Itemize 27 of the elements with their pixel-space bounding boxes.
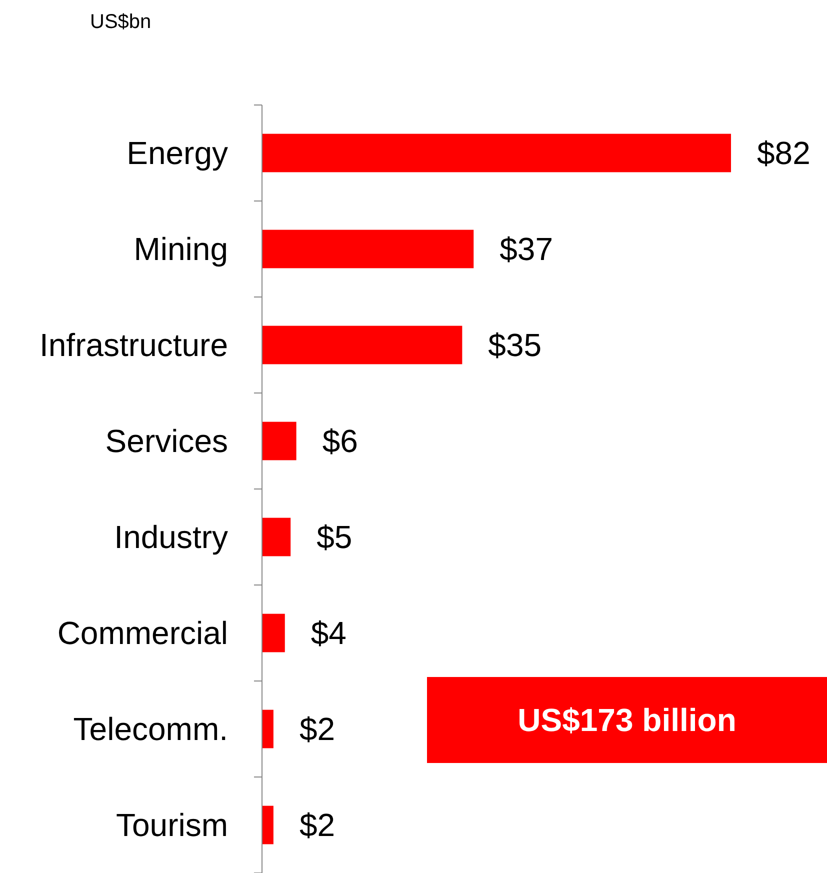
data-label: $2 bbox=[299, 807, 336, 843]
y-tick-label: Energy bbox=[126, 135, 228, 171]
bar bbox=[262, 710, 274, 748]
data-label: $35 bbox=[488, 327, 542, 363]
y-tick-label: Commercial bbox=[57, 615, 228, 651]
y-tick-label: Services bbox=[105, 423, 228, 459]
text: US$bn bbox=[90, 11, 152, 33]
data-label: $82 bbox=[757, 135, 810, 171]
bar bbox=[262, 230, 474, 268]
annotation: US$173 billion bbox=[518, 702, 736, 738]
data-label: $4 bbox=[310, 615, 346, 651]
y-tick-label: Infrastructure bbox=[39, 327, 228, 363]
data-label: $6 bbox=[322, 423, 358, 459]
data-label: $5 bbox=[316, 519, 352, 555]
bar bbox=[262, 422, 296, 460]
data-label: $37 bbox=[500, 231, 554, 267]
data-label: $2 bbox=[299, 711, 336, 747]
bar bbox=[262, 518, 291, 556]
total-callout-box: US$173 billion bbox=[427, 677, 827, 763]
bar bbox=[262, 806, 274, 844]
y-tick-label: Industry bbox=[114, 519, 228, 555]
y-tick-label: Mining bbox=[134, 231, 228, 267]
y-tick-label: Tourism bbox=[116, 807, 228, 843]
bar bbox=[262, 614, 285, 652]
bar bbox=[262, 326, 462, 364]
y-tick-label: Telecomm. bbox=[73, 711, 228, 747]
bar bbox=[262, 134, 731, 172]
